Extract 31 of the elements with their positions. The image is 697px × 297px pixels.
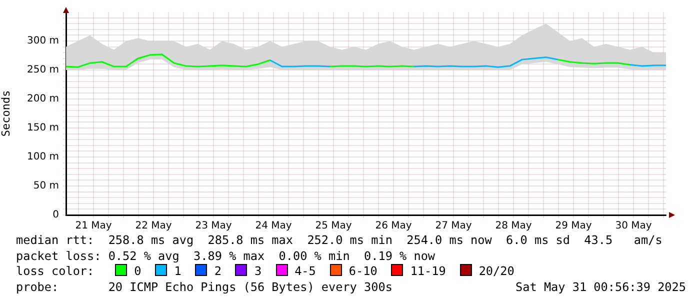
y-tick-label: 250 m xyxy=(26,64,59,76)
legend-label: 20/20 xyxy=(478,264,514,278)
legend-label: 3 xyxy=(254,264,262,278)
x-tick-label: 27 May xyxy=(435,220,472,232)
y-tick-label: 300 m xyxy=(26,36,59,47)
x-tick-label: 25 May xyxy=(315,220,352,232)
y-tick-label: 50 m xyxy=(33,180,59,192)
legend-label: 11-19 xyxy=(410,264,446,278)
x-tick-label: 30 May xyxy=(615,220,652,232)
x-tick-label: 23 May xyxy=(195,220,232,232)
x-tick-label: 26 May xyxy=(375,220,412,232)
x-tick-label: 29 May xyxy=(555,220,592,232)
x-tick-label: 24 May xyxy=(255,220,292,232)
legend-label: 1 xyxy=(174,264,182,278)
y-axis-title: Seconds xyxy=(0,90,12,137)
legend-label: 4-5 xyxy=(294,264,316,278)
y-tick-label: 100 m xyxy=(26,152,59,163)
text: packet loss: 0.52 % avg 3.89 % max 0.00 % min 0.19 % now xyxy=(16,248,436,264)
text: median rtt: 258.8 ms avg 285.8 ms max 252.0 ms min 254.0 ms now 6.0 ms sd 43.5 am/s xyxy=(16,233,664,248)
x-tick-label: 21 May xyxy=(75,220,112,232)
text: probe: 20 ICMP Echo Pings (56 Bytes) every 300s xyxy=(16,280,392,294)
legend-label: 6-10 xyxy=(348,264,378,278)
x-tick-label: 28 May xyxy=(495,220,532,232)
legend-label: 2 xyxy=(214,264,222,278)
y-tick-label: 150 m xyxy=(26,122,59,134)
x-tick-label: 22 May xyxy=(135,220,172,232)
y-tick-label: 0 xyxy=(52,210,59,221)
y-tick-label: 200 m xyxy=(26,94,59,105)
legend-label: 0 xyxy=(134,264,142,278)
text: Sat May 31 00:56:39 2025 xyxy=(516,280,686,295)
legend-title: loss color: xyxy=(16,264,94,278)
